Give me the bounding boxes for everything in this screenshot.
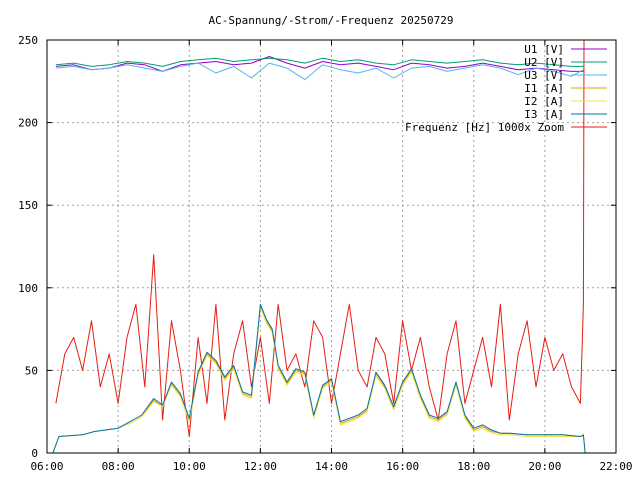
legend-label: U1 [V] [524, 43, 564, 56]
x-tick-label: 08:00 [102, 460, 135, 473]
x-tick-label: 20:00 [528, 460, 561, 473]
series-line-0 [55, 56, 584, 72]
legend-label: U3 [V] [524, 69, 564, 82]
chart-title: AC-Spannung/-Strom/-Frequenz 20250729 [208, 14, 453, 27]
legend-label: U2 [V] [524, 56, 564, 69]
x-tick-label: 18:00 [457, 460, 490, 473]
legend-label: I1 [A] [524, 82, 564, 95]
y-tick-label: 200 [18, 117, 38, 130]
plot-frame [46, 39, 617, 454]
y-tick-label: 150 [18, 199, 38, 212]
y-axis-ticks: 0 50 100 150 200 250 [18, 34, 616, 460]
series-line-1 [55, 57, 584, 67]
legend: U1 [V]U2 [V]U3 [V]I1 [A]I2 [A]I3 [A]Freq… [405, 43, 607, 134]
x-axis-ticks: 06:00 08:00 10:00 12:00 14:00 16:00 18:00 20:00… [30, 40, 633, 473]
series-lines [52, 39, 586, 454]
series-line-2 [55, 62, 584, 81]
legend-label: I3 [A] [524, 108, 564, 121]
grid-lines [47, 40, 616, 453]
y-tick-label: 0 [31, 447, 38, 460]
series-line-6 [55, 39, 585, 437]
x-tick-label: 14:00 [315, 460, 348, 473]
y-tick-label: 100 [18, 282, 38, 295]
series-line-3 [52, 305, 586, 454]
y-tick-label: 50 [25, 364, 38, 377]
legend-label: Frequenz [Hz] 1000x Zoom [405, 121, 564, 134]
x-tick-label: 16:00 [386, 460, 419, 473]
x-tick-label: 06:00 [30, 460, 63, 473]
x-tick-label: 12:00 [244, 460, 277, 473]
series-line-5 [52, 303, 586, 454]
y-tick-label: 250 [18, 34, 38, 47]
x-tick-label: 22:00 [599, 460, 632, 473]
series-line-4 [52, 307, 586, 454]
legend-label: I2 [A] [524, 95, 564, 108]
x-tick-label: 10:00 [173, 460, 206, 473]
